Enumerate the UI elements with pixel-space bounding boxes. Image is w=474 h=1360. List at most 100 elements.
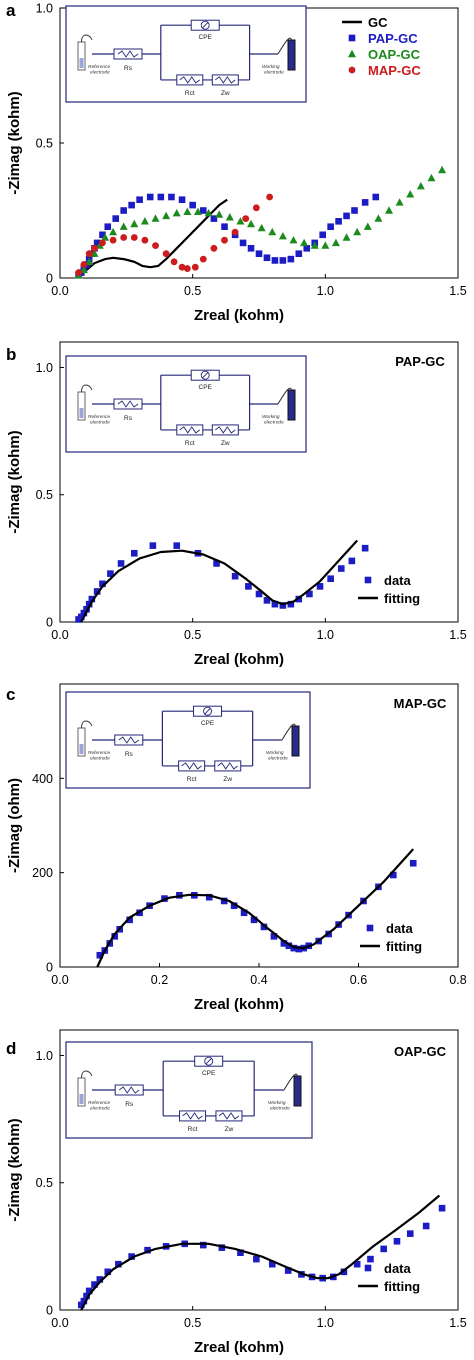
data-point-square bbox=[353, 1260, 361, 1268]
data-point-circle bbox=[152, 242, 159, 250]
legend-label: data bbox=[384, 1261, 412, 1276]
data-point-square bbox=[107, 570, 114, 577]
reference-electrode-fill bbox=[79, 408, 84, 418]
data-point-triangle bbox=[395, 198, 404, 206]
x-tick-label: 0.5 bbox=[184, 1316, 201, 1330]
y-tick-label: 0 bbox=[46, 272, 53, 286]
zw-label: Zw bbox=[225, 1126, 234, 1133]
data-point-square bbox=[366, 924, 374, 932]
data-point-square bbox=[263, 254, 271, 262]
data-point-square bbox=[117, 560, 125, 567]
data-point-triangle bbox=[172, 209, 181, 217]
data-point-square bbox=[393, 1237, 401, 1245]
working-electrode-label: Working electrode bbox=[262, 64, 284, 76]
data-point-square bbox=[279, 257, 287, 264]
rs-resistor-icon bbox=[118, 1086, 140, 1094]
data-point-square bbox=[340, 1268, 348, 1276]
cpe-icon bbox=[204, 1056, 214, 1066]
data-point-triangle bbox=[236, 217, 245, 225]
data-point-square bbox=[250, 916, 258, 924]
fit-line bbox=[80, 539, 359, 623]
panel-letter: c bbox=[6, 685, 15, 704]
series-fitting bbox=[80, 1194, 441, 1311]
data-point-square bbox=[284, 1267, 292, 1274]
data-point-square bbox=[348, 34, 356, 42]
reference-electrode-label: Reference electrode bbox=[88, 750, 110, 762]
data-point-circle bbox=[80, 261, 88, 268]
data-point-circle bbox=[191, 263, 199, 271]
x-tick-label: 0.0 bbox=[51, 1316, 68, 1330]
reference-label-line: electrode bbox=[90, 756, 110, 762]
rct-icon bbox=[182, 1112, 203, 1120]
fit-line bbox=[80, 198, 228, 277]
data-point-circle bbox=[91, 244, 98, 252]
data-point-square bbox=[271, 257, 279, 264]
reference-electrode-fill bbox=[79, 1094, 84, 1104]
data-point-square bbox=[337, 565, 345, 572]
working-wire bbox=[283, 1073, 298, 1091]
y-tick-label: 200 bbox=[32, 866, 53, 880]
x-tick-label: 0.0 bbox=[51, 973, 68, 987]
working-wire bbox=[281, 723, 296, 741]
data-point-square bbox=[136, 196, 143, 203]
data-point-square bbox=[240, 909, 248, 917]
data-point-triangle bbox=[348, 49, 356, 58]
working-electrode-icon bbox=[293, 1075, 302, 1107]
data-point-square bbox=[144, 1246, 151, 1254]
data-point-square bbox=[364, 1264, 372, 1272]
fit-line bbox=[96, 848, 415, 968]
working-electrode-label: Working electrode bbox=[266, 750, 288, 762]
panel-letter: a bbox=[6, 1, 16, 20]
rs-label: Rs bbox=[125, 1101, 134, 1108]
x-tick-label: 1.5 bbox=[449, 1316, 466, 1330]
data-point-square bbox=[351, 207, 358, 214]
cpe-icon-slash bbox=[205, 1057, 212, 1065]
legend-label: data bbox=[384, 573, 412, 588]
reference-electrode-fill bbox=[79, 744, 84, 754]
working-electrode-icon bbox=[291, 725, 300, 757]
reference-electrode-fill bbox=[79, 58, 84, 68]
x-tick-label: 0.2 bbox=[151, 973, 168, 987]
panel-title: PAP-GC bbox=[395, 354, 445, 369]
legend-label: data bbox=[386, 921, 414, 936]
data-point-circle bbox=[252, 204, 260, 212]
legend-label: OAP-GC bbox=[368, 47, 421, 62]
cpe-icon bbox=[200, 370, 210, 380]
x-tick-label: 1.0 bbox=[317, 628, 334, 642]
data-point-triangle bbox=[268, 227, 277, 236]
x-axis-label: Zreal (kohm) bbox=[194, 1339, 284, 1356]
plot-frame bbox=[59, 1029, 459, 1311]
zw-icon bbox=[215, 76, 236, 84]
data-point-circle bbox=[109, 236, 117, 244]
data-point-square bbox=[80, 609, 88, 617]
rct-icon bbox=[179, 76, 201, 84]
y-axis-label: -Zimag (ohm) bbox=[6, 778, 23, 873]
rct-icon bbox=[181, 762, 202, 770]
data-point-square bbox=[303, 245, 311, 252]
data-point-triangle bbox=[215, 210, 224, 218]
cpe-icon-slash bbox=[201, 371, 209, 379]
rct-label: Rct bbox=[188, 1126, 198, 1133]
data-point-square bbox=[364, 576, 372, 584]
x-tick-label: 0.0 bbox=[51, 628, 68, 642]
data-point-square bbox=[361, 544, 369, 552]
data-point-square bbox=[93, 239, 101, 247]
data-point-square bbox=[93, 588, 101, 595]
chart-panel-d: 0.0 0.5 1.0 1.5 0 0.5 1.0 Zreal (kohm) -Zimag (k… bbox=[6, 1029, 467, 1356]
legend-label: GC bbox=[368, 15, 388, 30]
rct-label: Rct bbox=[187, 776, 197, 783]
data-point-square bbox=[126, 916, 133, 924]
series-gc bbox=[80, 198, 228, 277]
data-point-square bbox=[237, 1249, 244, 1257]
series-oap-gc bbox=[74, 165, 447, 279]
data-point-square bbox=[255, 590, 263, 598]
data-point-circle bbox=[348, 66, 356, 74]
data-point-square bbox=[247, 245, 255, 252]
data-point-triangle bbox=[193, 207, 202, 216]
data-point-square bbox=[99, 580, 106, 588]
data-point-triangle bbox=[438, 165, 447, 174]
data-point-circle bbox=[183, 265, 191, 272]
x-tick-label: 1.0 bbox=[317, 1316, 334, 1330]
